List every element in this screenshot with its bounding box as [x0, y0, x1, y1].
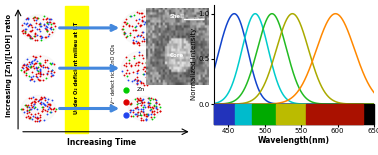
Circle shape	[21, 55, 56, 81]
Text: O: O	[136, 100, 141, 105]
Text: Li: Li	[136, 112, 142, 117]
Bar	[235, 104, 252, 124]
Bar	[65, 6, 88, 133]
X-axis label: Wavelength(nm): Wavelength(nm)	[258, 136, 330, 145]
Bar	[214, 104, 374, 124]
Text: Core: Core	[170, 53, 184, 58]
Bar	[252, 104, 276, 124]
Text: Zn: Zn	[136, 87, 145, 92]
Text: Under O₂ deficient milieu at RT: Under O₂ deficient milieu at RT	[74, 22, 79, 114]
Circle shape	[121, 50, 168, 86]
Circle shape	[121, 10, 168, 46]
Circle shape	[21, 15, 56, 41]
Bar	[305, 104, 363, 124]
Text: Increasing Time: Increasing Time	[67, 138, 136, 147]
Text: Shell: Shell	[169, 14, 184, 19]
Text: 2 nm: 2 nm	[194, 17, 205, 21]
Bar	[276, 104, 305, 124]
Circle shape	[128, 96, 161, 121]
Bar	[214, 104, 235, 124]
Text: Increasing [Zn]/[LiOH] ratio: Increasing [Zn]/[LiOH] ratio	[5, 14, 12, 117]
Y-axis label: Normalized Intensity: Normalized Intensity	[191, 28, 197, 100]
Circle shape	[21, 95, 56, 122]
Text: Vᵒ⁰ defect rich ZnO QDs: Vᵒ⁰ defect rich ZnO QDs	[110, 44, 116, 104]
